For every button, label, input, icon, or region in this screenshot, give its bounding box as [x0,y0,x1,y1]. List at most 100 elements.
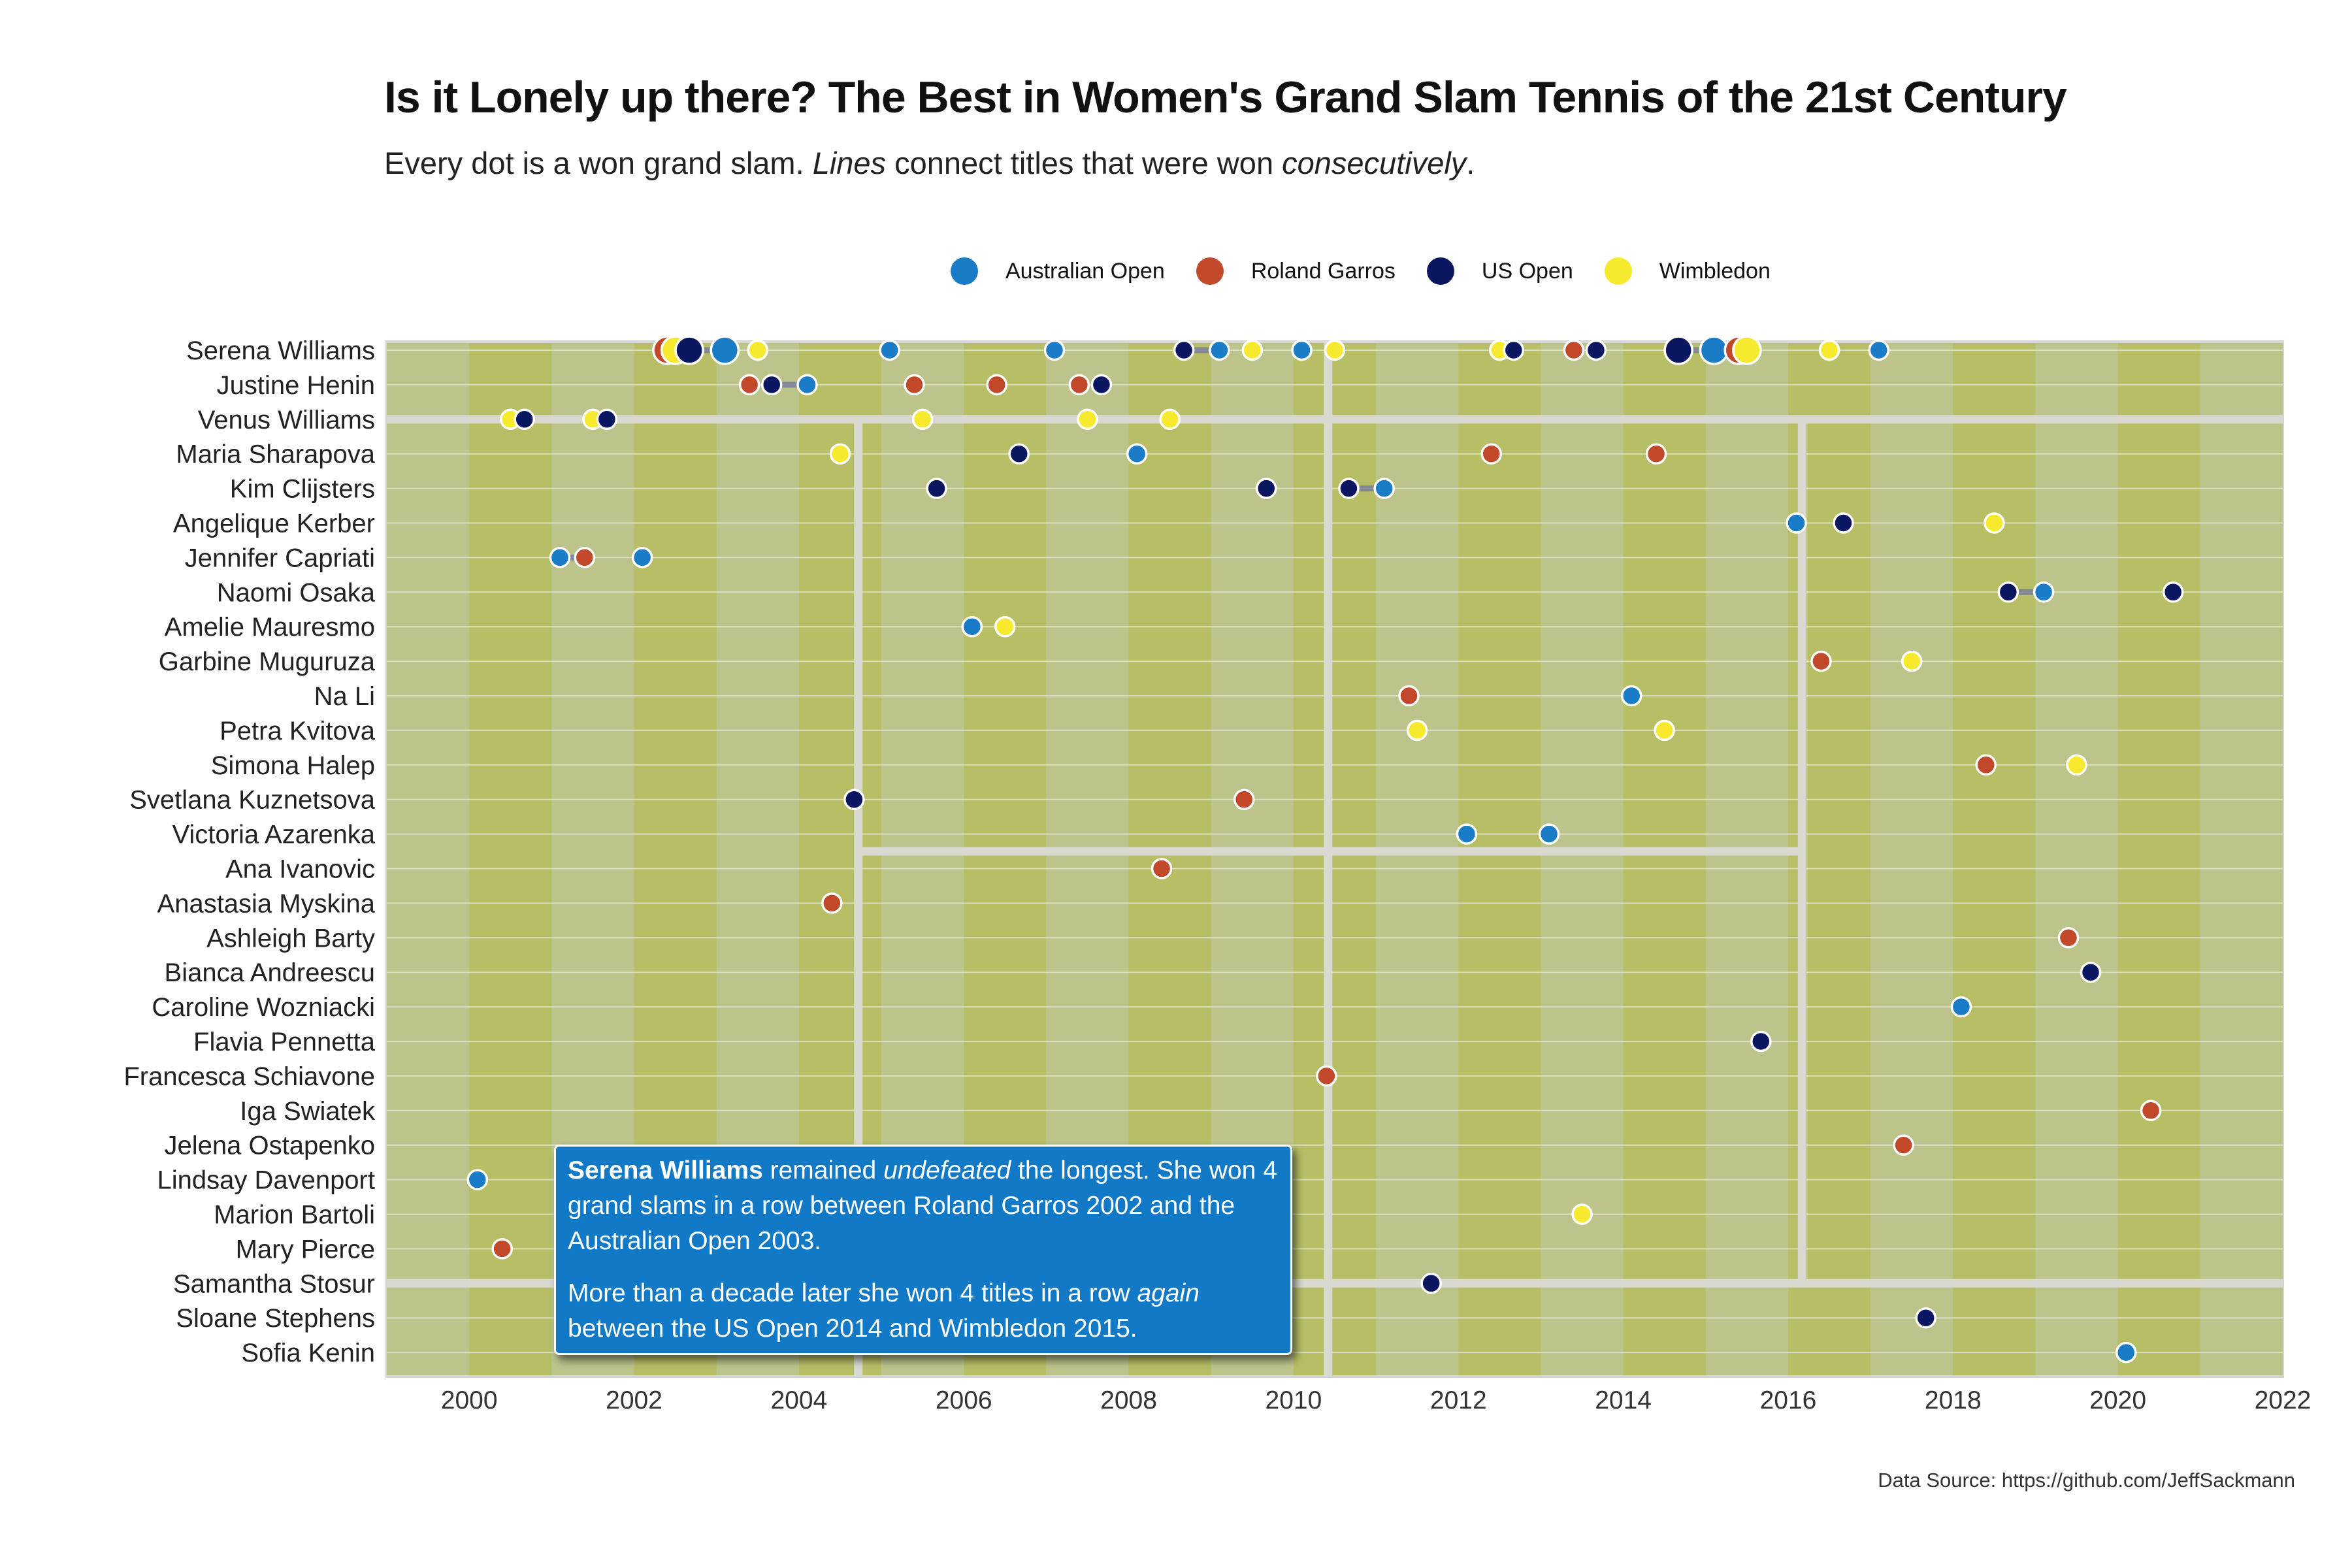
year-band [1376,343,1459,1375]
annotation-player: Serena Williams [568,1156,763,1184]
title-dot [674,335,704,365]
title-dot [1398,685,1420,707]
annotation-text: between the US Open 2014 and Wimbledon 2… [568,1315,1137,1343]
data-source-caption: Data Source: https://github.com/JeffSack… [1878,1469,2295,1492]
title-dot [1654,719,1675,742]
title-dot [1818,339,1840,361]
player-label: Amelie Mauresmo [165,613,375,642]
year-band [1293,343,1377,1375]
legend-label: Wimbledon [1659,258,1771,284]
player-label: Sloane Stephens [176,1304,375,1333]
title-dot [466,1169,489,1190]
player-label: Kim Clijsters [230,475,375,504]
player-label: Naomi Osaka [217,578,376,607]
title-dot [1068,374,1090,396]
title-dot [631,547,653,568]
player-label: Na Li [314,682,375,711]
year-band [1623,343,1706,1375]
title-dot [1975,754,1997,776]
title-dot [2057,927,2080,949]
player-label: Justine Henin [217,371,375,400]
x-tick-label: 2012 [1430,1386,1487,1414]
x-tick-label: 2016 [1760,1386,1817,1414]
x-tick-label: 2020 [2089,1386,2146,1414]
title-dot [2080,961,2102,983]
title-dot [1645,443,1667,465]
title-dot [1750,1030,1772,1053]
annotation-text: remained [762,1156,884,1184]
title-dot [1786,512,1807,534]
player-label: Sofia Kenin [241,1339,375,1367]
player-label: Jelena Ostapenko [165,1132,375,1160]
subtitle-text: connect titles that were won [886,146,1282,180]
title-dot [1868,339,1889,361]
annotation-text: the longest. She won 4 grand slams in a … [568,1156,1277,1255]
title-dot [1173,339,1195,361]
year-band [1870,343,1953,1375]
title-dot [1316,1065,1337,1087]
title-dot [1151,858,1173,879]
title-dot [1456,823,1478,845]
title-dot [514,408,535,431]
player-label: Jennifer Capriati [185,544,375,572]
subtitle-emphasis-lines: Lines [812,146,887,180]
chart-subtitle: Every dot is a won grand slam. Lines con… [384,145,1475,181]
subtitle-emphasis-consecutively: consecutively [1282,146,1467,180]
title-dot [1563,339,1585,361]
annotation-box: Serena Williams remained undefeated the … [554,1145,1292,1355]
title-dot [1233,789,1255,810]
legend-swatch [951,257,978,285]
player-label: Caroline Wozniacki [152,993,375,1022]
annotation-emphasis: undefeated [883,1156,1011,1184]
player-label: Ashleigh Barty [206,924,375,953]
title-dot [796,374,818,396]
subtitle-text: . [1466,146,1475,180]
title-dot [821,892,843,914]
title-dot [1833,512,1854,534]
title-dot [1324,339,1346,361]
title-dot [879,339,900,361]
player-label: Ana Ivanovic [225,855,375,884]
title-dot [926,478,947,499]
title-dot [843,789,865,810]
player-label: Samantha Stosur [173,1269,375,1298]
title-dot [1810,650,1832,672]
title-dot [1373,478,1395,499]
title-dot [1209,339,1230,361]
player-label: Flavia Pennetta [193,1028,376,1056]
title-dot [1338,478,1360,499]
title-dot [1126,443,1148,465]
legend-item: Roland Garros [1196,257,1396,285]
title-dot [1538,823,1560,845]
legend: Australian Open Roland Garros US Open Wimbl… [951,252,1802,291]
title-dot [1893,1134,1914,1156]
title-dot [738,374,760,396]
subtitle-text: Every dot is a won grand slam. [384,146,813,180]
x-tick-label: 2004 [770,1386,827,1414]
x-tick-label: 2000 [441,1386,498,1414]
title-dot [911,408,934,431]
title-dot [1159,408,1181,431]
title-dot [1732,335,1762,365]
title-dot [1620,685,1642,707]
player-label: Garbine Muguruza [159,647,376,676]
title-dot [747,339,769,361]
year-band [2035,343,2118,1375]
title-dot [986,374,1007,396]
title-dot [1256,478,1277,499]
player-label: Lindsay Davenport [157,1166,375,1195]
x-tick-label: 2002 [606,1386,662,1414]
title-dot [1663,335,1693,365]
title-dot [961,615,983,638]
player-label: Victoria Azarenka [172,821,375,849]
x-tick-label: 2014 [1595,1386,1652,1414]
player-label: Venus Williams [198,406,375,434]
legend-item: Wimbledon [1604,257,1771,285]
player-label: Iga Swiatek [240,1097,376,1126]
title-dot [2115,1341,2137,1364]
title-dot [1950,996,1972,1018]
title-dot [904,374,925,396]
title-dot [1699,335,1729,365]
title-dot [1915,1307,1936,1329]
